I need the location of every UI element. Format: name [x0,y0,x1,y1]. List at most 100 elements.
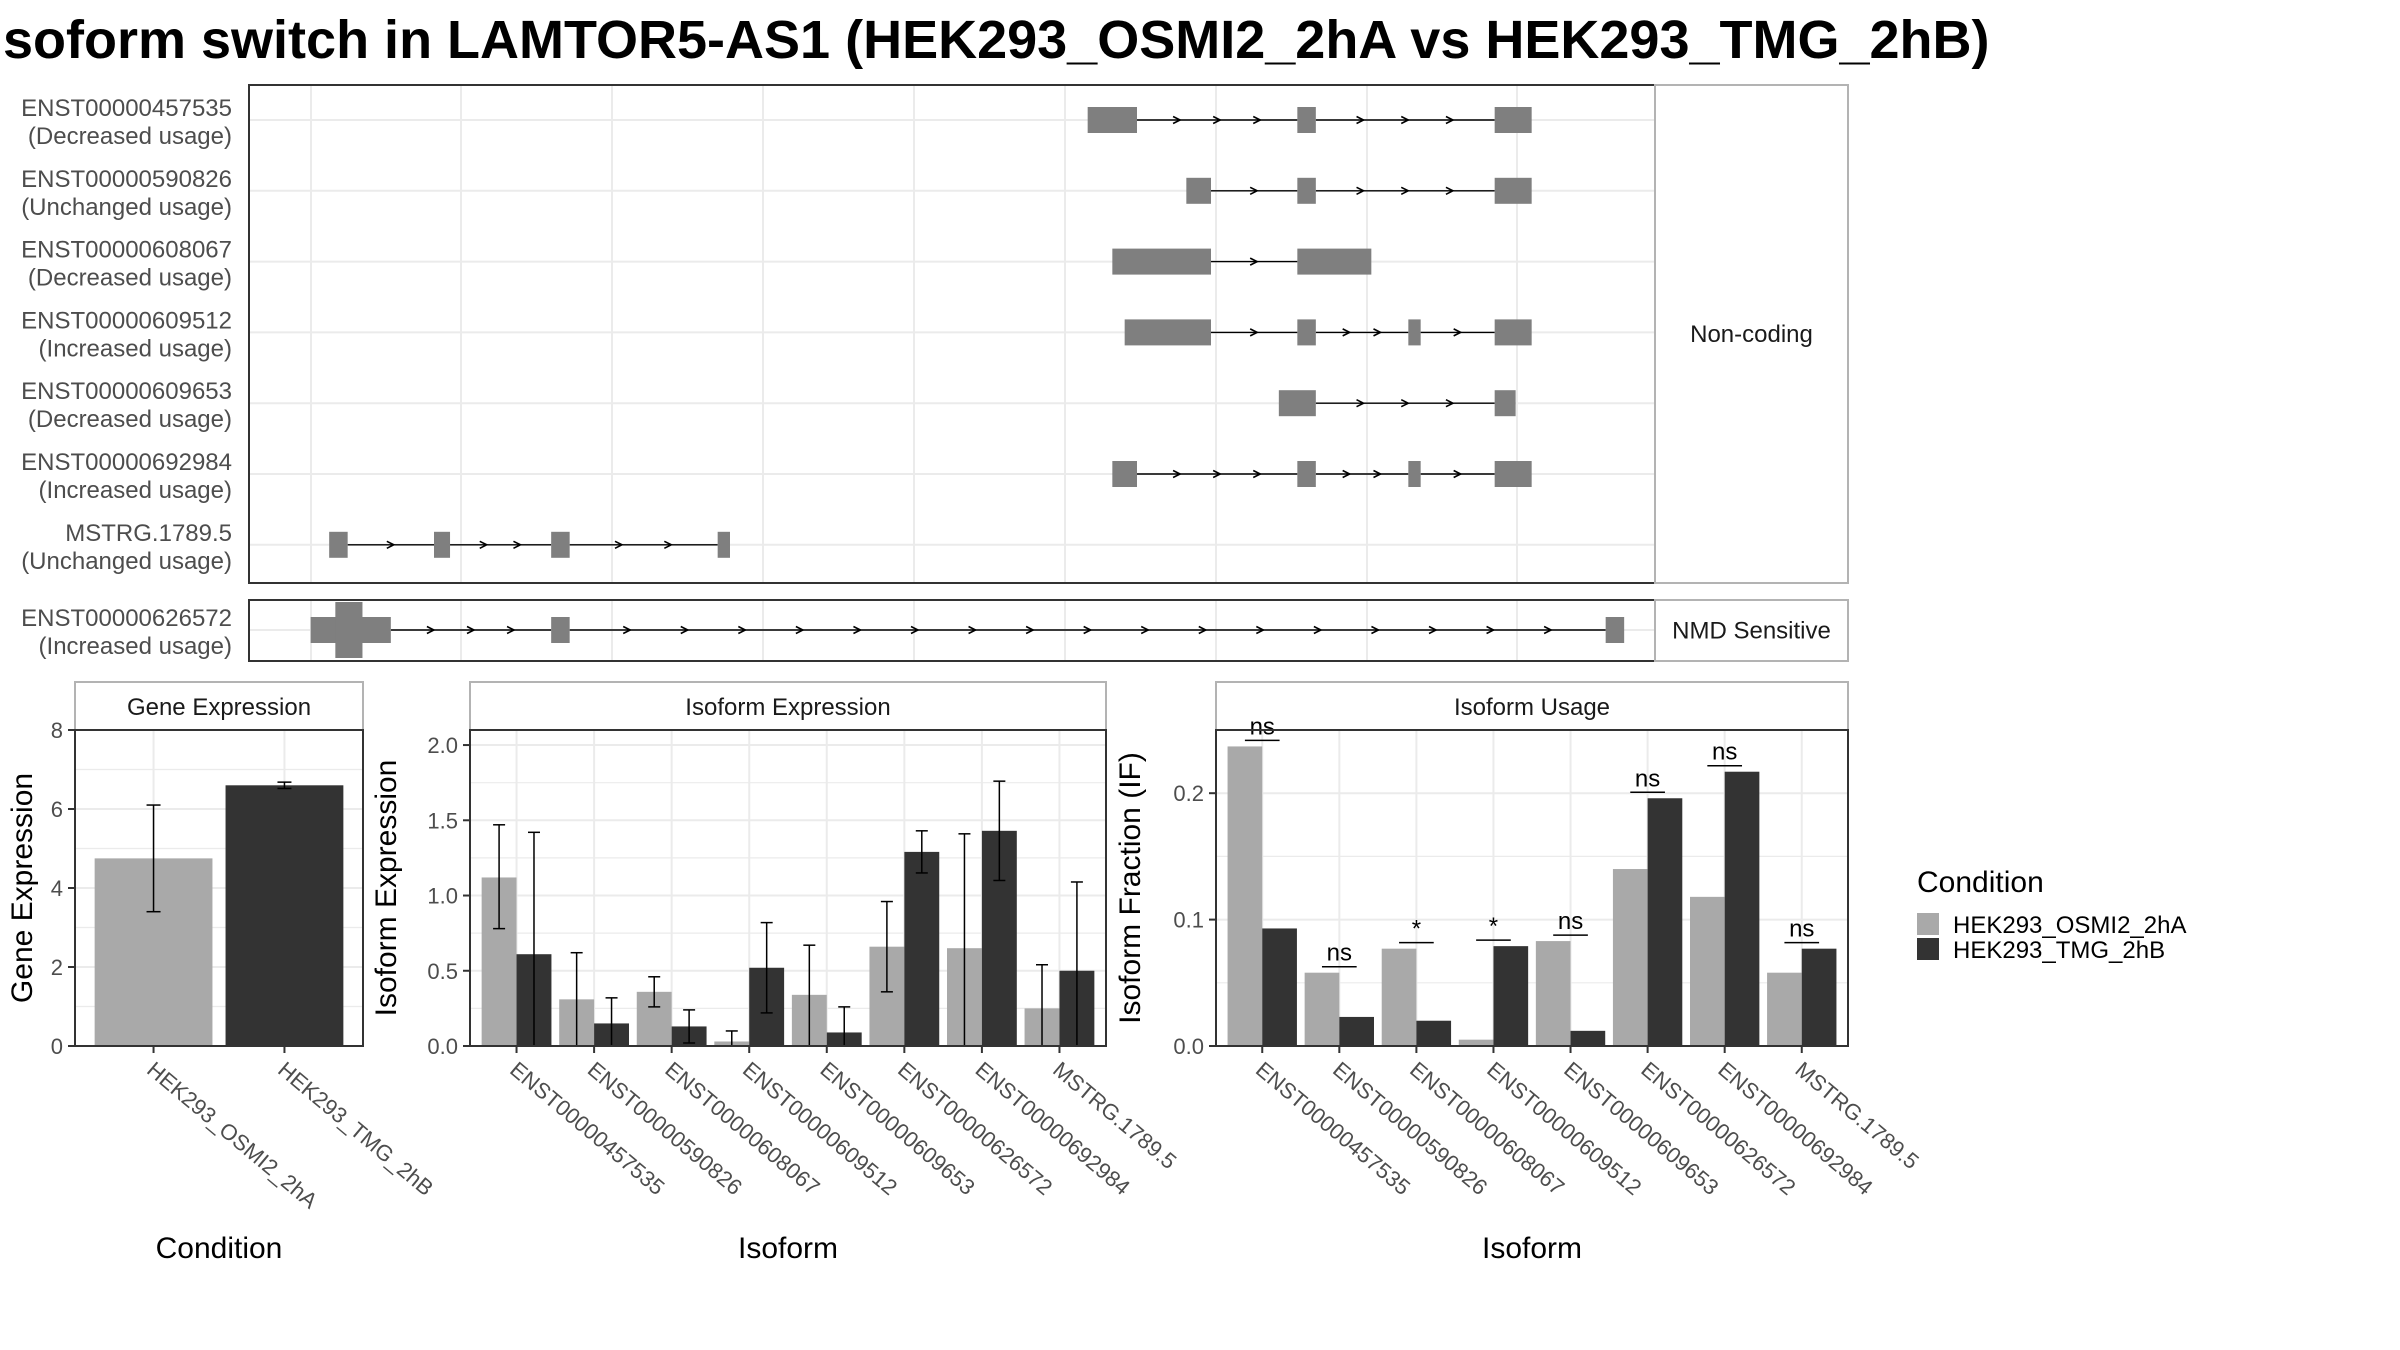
transcript-row: ENST00000609653(Decreased usage) [21,378,1515,433]
x-axis-title: Condition [156,1232,283,1265]
exon-block [1495,178,1532,204]
exon-block [1297,461,1316,487]
transcript-row: ENST00000609512(Increased usage) [21,307,1532,362]
bar [1382,949,1417,1046]
bar [1690,897,1725,1046]
exon-block [1606,617,1625,643]
transcript-row: ENST00000692984(Increased usage) [21,449,1532,504]
cds-block [335,602,362,658]
strip-label: Gene Expression [127,694,311,721]
exon-block [1112,249,1211,275]
y-tick-label: 8 [51,718,63,743]
exon-block [1408,319,1420,345]
exon-block [1125,319,1211,345]
transcript-status: (Decreased usage) [28,265,232,292]
transcript-name: ENST00000457535 [21,95,232,122]
transcript-row: ENST00000608067(Decreased usage) [21,237,1371,292]
bar [226,785,344,1046]
transcript-name: ENST00000609653 [21,378,232,405]
bar [1305,973,1340,1046]
transcript-name: ENST00000609512 [21,307,232,334]
strip-label: NMD Sensitive [1672,618,1831,645]
legend-label: HEK293_OSMI2_2hA [1953,912,2186,939]
x-axis-title: Isoform [738,1232,838,1265]
exon-block [1495,107,1532,133]
exon-block [1495,461,1532,487]
exon-block [1495,390,1516,416]
significance-label: * [1489,913,1498,940]
exon-block [1297,249,1371,275]
transcript-group-2: ENST00000626572(Increased usage) NMD Sens… [21,600,1848,661]
y-axis-title: Isoform Expression [370,760,403,1017]
transcript-row: ENST00000457535(Decreased usage) [21,95,1532,150]
bar [904,852,939,1046]
exon-block [1495,319,1532,345]
exon-block [1297,178,1316,204]
transcript-status: (Unchanged usage) [21,548,232,575]
transcript-group-1: ENST00000457535(Decreased usage)ENST0000… [21,85,1848,583]
y-tick-label: 1.5 [427,808,458,833]
transcript-name: ENST00000692984 [21,449,232,476]
transcript-status: (Increased usage) [39,477,232,504]
condition-legend: Condition HEK293_OSMI2_2hAHEK293_TMG_2hB [1917,866,2186,964]
bar [1228,746,1263,1046]
exon-block [551,617,570,643]
bar [1571,1031,1606,1046]
transcript-row: MSTRG.1789.5(Unchanged usage) [21,520,730,575]
y-tick-label: 2 [51,955,63,980]
transcript-name: ENST00000590826 [21,166,232,193]
transcript-status: (Decreased usage) [28,123,232,150]
y-tick-label: 4 [51,876,63,901]
transcript-status: (Decreased usage) [28,406,232,433]
exon-block [718,532,730,558]
figure-title: Isoform switch in LAMTOR5-AS1 (HEK293_OS… [0,10,1990,70]
significance-label: ns [1327,940,1352,967]
significance-label: ns [1712,739,1737,766]
y-tick-label: 2.0 [427,733,458,758]
exon-block [1186,178,1211,204]
exon-block [1088,107,1137,133]
transcript-status: (Increased usage) [39,633,232,660]
exon-block [551,532,570,558]
transcript-status: (Increased usage) [39,335,232,362]
isoform-switch-figure: Isoform switch in LAMTOR5-AS1 (HEK293_OS… [0,0,2400,1350]
bar [1767,973,1802,1046]
exon-block [329,532,348,558]
panel-border [249,85,1655,583]
y-tick-label: 0.1 [1173,908,1204,933]
strip-label: Isoform Expression [685,694,890,721]
bar [1339,1017,1374,1046]
y-tick-label: 0.2 [1173,781,1204,806]
strip-label: Non-coding [1690,321,1813,348]
legend-title: Condition [1917,866,2044,899]
bar [1725,772,1760,1046]
bar [1613,869,1648,1046]
strip-label: Isoform Usage [1454,694,1610,721]
exon-block [434,532,450,558]
y-tick-label: 0.0 [1173,1034,1204,1059]
transcript-structure-panel: ENST00000457535(Decreased usage)ENST0000… [21,85,1848,661]
isoform-expression-panel: Isoform Expression0.00.51.01.52.0ENST000… [370,682,1181,1265]
transcript-row: ENST00000590826(Unchanged usage) [21,166,1532,221]
bar [1648,798,1683,1046]
legend-label: HEK293_TMG_2hB [1953,937,2165,964]
y-tick-label: 0 [51,1034,63,1059]
significance-label: ns [1789,916,1814,943]
significance-label: ns [1558,908,1583,935]
x-axis-title: Isoform [1482,1232,1582,1265]
y-tick-label: 1.0 [427,884,458,909]
bar [1416,1021,1451,1046]
exon-block [1112,461,1137,487]
transcript-name: ENST00000626572 [21,605,232,632]
y-tick-label: 0.0 [427,1034,458,1059]
bar [1536,941,1571,1046]
exon-block [1297,107,1316,133]
legend-swatch [1917,913,1939,935]
legend-swatch [1917,938,1939,960]
bar [1493,946,1528,1046]
exon-block [1297,319,1316,345]
transcript-name: MSTRG.1789.5 [65,520,232,547]
bar [1262,928,1297,1046]
y-tick-label: 0.5 [427,959,458,984]
